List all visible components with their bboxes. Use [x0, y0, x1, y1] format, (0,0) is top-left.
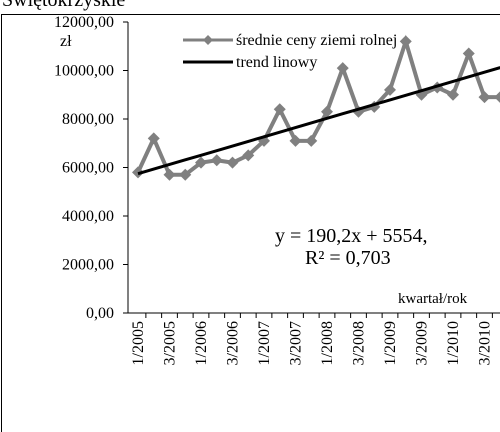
x-tick-label: 1/2007	[256, 321, 273, 365]
y-tick-label: 8000,00	[62, 111, 114, 128]
x-tick-label: 3/2007	[288, 321, 305, 365]
y-tick-label: 2000,00	[62, 257, 114, 274]
point	[147, 132, 160, 145]
point	[163, 168, 176, 181]
chart-title: Świętokrzyskie	[2, 0, 125, 11]
point	[462, 47, 475, 60]
x-tick-label: 3/2005	[162, 321, 179, 365]
legend-label: średnie ceny ziemi rolnej	[236, 32, 397, 49]
y-tick-label: 10000,00	[54, 63, 114, 80]
annotation: R² = 0,703	[305, 247, 391, 269]
x-tick-label: 3/2010	[477, 321, 494, 365]
x-tick-label: 3/2006	[225, 321, 242, 365]
y-tick-label: 6000,00	[62, 160, 114, 177]
x-axis-label: kwartał/rok	[398, 291, 468, 307]
chart-frame	[1, 14, 500, 432]
point	[399, 35, 412, 48]
x-tick-label: 1/2006	[193, 321, 210, 365]
x-tick-label: 1/2010	[445, 321, 462, 365]
x-tick-label: 1/2008	[319, 321, 336, 365]
point	[321, 105, 333, 118]
point	[226, 156, 239, 169]
x-tick-label: 1/2009	[382, 321, 399, 365]
y-tick-label: 12000,00	[54, 14, 114, 31]
point	[242, 149, 255, 162]
x-tick-label: 3/2008	[351, 321, 368, 365]
legend-label: trend linowy	[236, 54, 317, 71]
y-tick-label: 4000,00	[62, 208, 114, 225]
y-unit-label: zł	[60, 33, 72, 50]
point	[273, 103, 286, 116]
annotation: y = 190,2x + 5554,	[275, 225, 428, 247]
y-tick-label: 0,00	[86, 305, 114, 322]
point	[179, 168, 192, 181]
legend-marker	[203, 35, 213, 45]
point	[447, 88, 459, 101]
x-tick-label: 1/2005	[130, 321, 147, 365]
point	[305, 134, 318, 147]
point	[478, 91, 491, 104]
series-line	[137, 66, 500, 176]
point	[336, 62, 349, 75]
point	[210, 154, 223, 167]
x-tick-label: 3/2009	[414, 321, 431, 365]
point	[195, 156, 207, 169]
point	[289, 134, 302, 147]
point	[494, 91, 500, 103]
point	[384, 83, 396, 96]
